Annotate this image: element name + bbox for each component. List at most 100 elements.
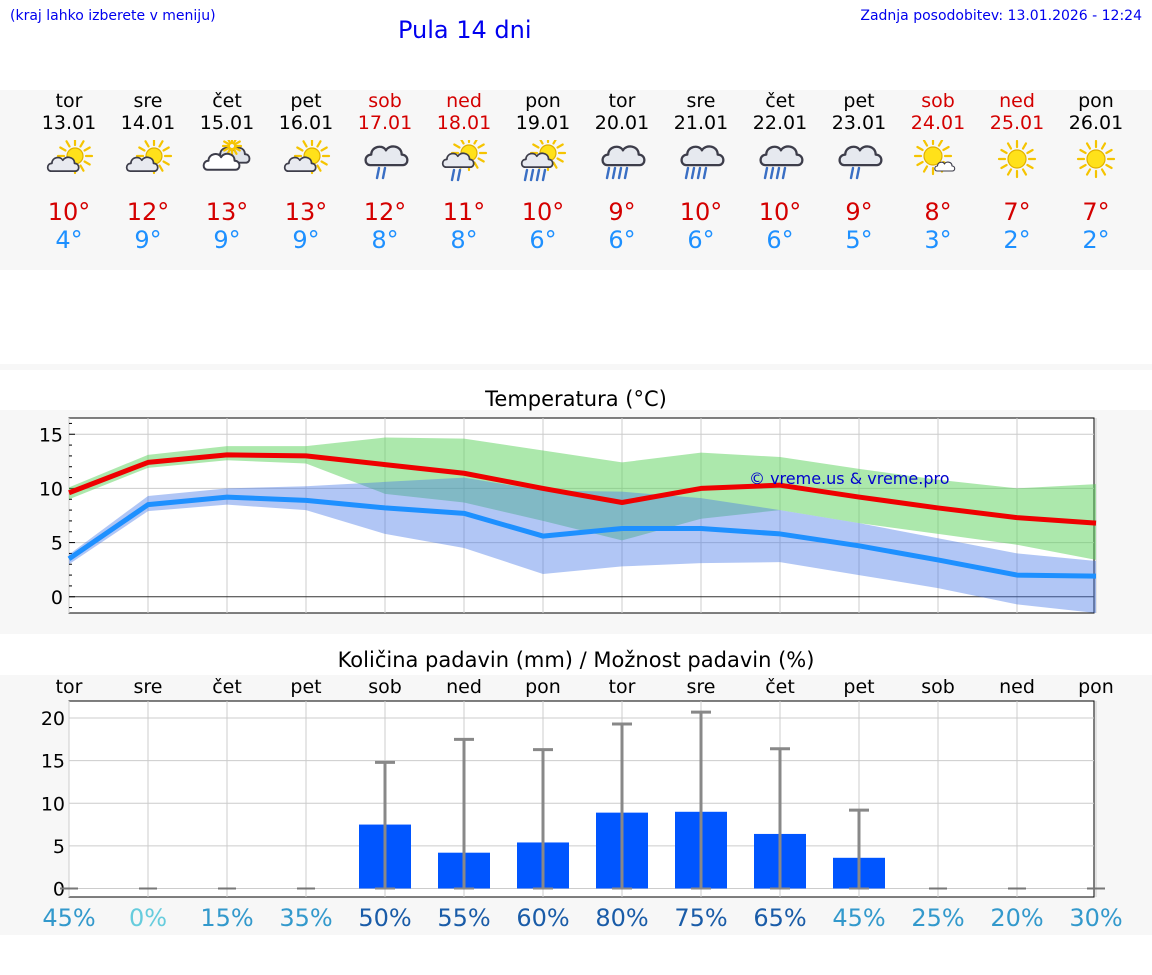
day-name: ned — [999, 90, 1035, 112]
partly-cloudy-icon — [283, 140, 331, 175]
sun-ray — [83, 160, 91, 166]
day-date: 24.01 — [910, 112, 966, 134]
temp-max: 12° — [126, 198, 170, 226]
rain-drop — [611, 166, 617, 180]
sun-ray — [227, 140, 232, 145]
cloud-outline — [934, 161, 956, 172]
sun-ray — [453, 143, 461, 149]
rain-drop — [775, 166, 781, 180]
cloud-outline — [759, 145, 804, 167]
day-column: tor 13.01 10° 4° — [24, 90, 114, 254]
cloud-outline — [125, 156, 159, 173]
sun-ray — [473, 161, 479, 169]
sun-ray — [65, 140, 71, 148]
day-name: tor — [55, 90, 83, 112]
sun-ray — [922, 140, 929, 147]
day-column: sre 21.01 10° 6° — [656, 90, 746, 254]
sun-ray — [320, 146, 328, 152]
rain-drop — [623, 166, 629, 180]
partly-cloudy-icon — [46, 140, 94, 175]
sun-rain-icon — [441, 140, 488, 182]
cloudy-icon — [202, 140, 251, 171]
cloud-shape — [838, 145, 883, 167]
day-column: pon 19.01 10° 6° — [498, 90, 588, 254]
day-name: pon — [1078, 90, 1114, 112]
day-name: sre — [686, 90, 716, 112]
rain-drop — [684, 166, 690, 180]
temp-max: 10° — [521, 198, 565, 226]
sun-ray — [477, 143, 485, 149]
sun-ray — [79, 140, 85, 148]
temp-min: 4° — [55, 226, 83, 254]
day-column: čet 15.01 13° 9° — [182, 90, 272, 254]
day-date: 19.01 — [515, 112, 571, 134]
day-date: 23.01 — [831, 112, 887, 134]
location-hint[interactable]: (kraj lahko izberete v meniju) — [10, 8, 216, 24]
rain-drop — [617, 166, 623, 180]
partly-cloudy-icon — [125, 140, 173, 175]
sun-ray — [1079, 148, 1087, 155]
day-name: sre — [133, 90, 163, 112]
day-date: 13.01 — [41, 112, 97, 134]
cloud-shape — [46, 156, 80, 173]
sun-ray — [158, 140, 164, 148]
sun-ray — [1021, 168, 1028, 176]
temp-min: 5° — [845, 226, 873, 254]
temp-max: 8° — [924, 198, 952, 226]
day-column: pet 16.01 13° 9° — [261, 90, 351, 254]
sun-ray — [552, 140, 557, 145]
sun-ray — [1105, 148, 1113, 155]
temp-min: 6° — [766, 226, 794, 254]
cloud-heavy-rain-icon — [680, 145, 725, 180]
rain-drop — [535, 168, 541, 182]
sun-ray — [1000, 148, 1008, 155]
temp-max: 10° — [679, 198, 723, 226]
sun-ray — [316, 164, 322, 172]
cloud-shape — [520, 152, 554, 169]
cloud-outline — [838, 145, 883, 167]
rain-drop — [375, 166, 381, 180]
cloud-shape — [283, 156, 317, 173]
sun-ray — [473, 140, 478, 145]
sun-icon — [1076, 140, 1116, 179]
day-date: 15.01 — [199, 112, 255, 134]
sun-ray — [1006, 142, 1013, 150]
rain-drop — [702, 166, 708, 180]
temp-min: 9° — [134, 226, 162, 254]
rain-drop — [450, 168, 456, 182]
sun-ray — [539, 140, 544, 145]
day-column: pet 23.01 9° 5° — [814, 90, 904, 254]
temp-max: 9° — [845, 198, 873, 226]
sun-ray — [1100, 142, 1107, 150]
sun-ray — [232, 147, 238, 155]
cloud-shape — [680, 145, 725, 167]
sun-ray — [1105, 163, 1113, 170]
temp-min: 6° — [608, 226, 636, 254]
sun-ray — [460, 140, 465, 145]
day-date: 20.01 — [594, 112, 650, 134]
temp-max: 7° — [1082, 198, 1110, 226]
cloud-rain-icon — [838, 145, 883, 180]
sun-ray — [1085, 142, 1092, 150]
sun-ray — [1026, 163, 1034, 170]
rain-drop — [541, 168, 547, 182]
sun-icon — [997, 140, 1037, 179]
cloud-outline — [520, 152, 554, 169]
day-column: ned 18.01 11° 8° — [419, 90, 509, 254]
sun-ray — [1100, 168, 1107, 176]
day-name: sob — [368, 90, 402, 112]
rain-drop — [529, 168, 535, 182]
cloud-outline — [601, 145, 646, 167]
sun-ray — [223, 140, 231, 146]
cloud-outline — [441, 152, 475, 169]
temp-min: 8° — [450, 226, 478, 254]
cloud-shape — [934, 161, 956, 172]
cloud-shape — [759, 145, 804, 167]
cloud-outline — [283, 156, 317, 173]
sun-ray — [162, 146, 170, 152]
temp-min: 2° — [1082, 226, 1110, 254]
day-column: sre 14.01 12° 9° — [103, 90, 193, 254]
day-date: 22.01 — [752, 112, 808, 134]
temperature-chart-title: Temperatura (°C) — [485, 387, 667, 411]
sun-ray — [162, 160, 170, 166]
